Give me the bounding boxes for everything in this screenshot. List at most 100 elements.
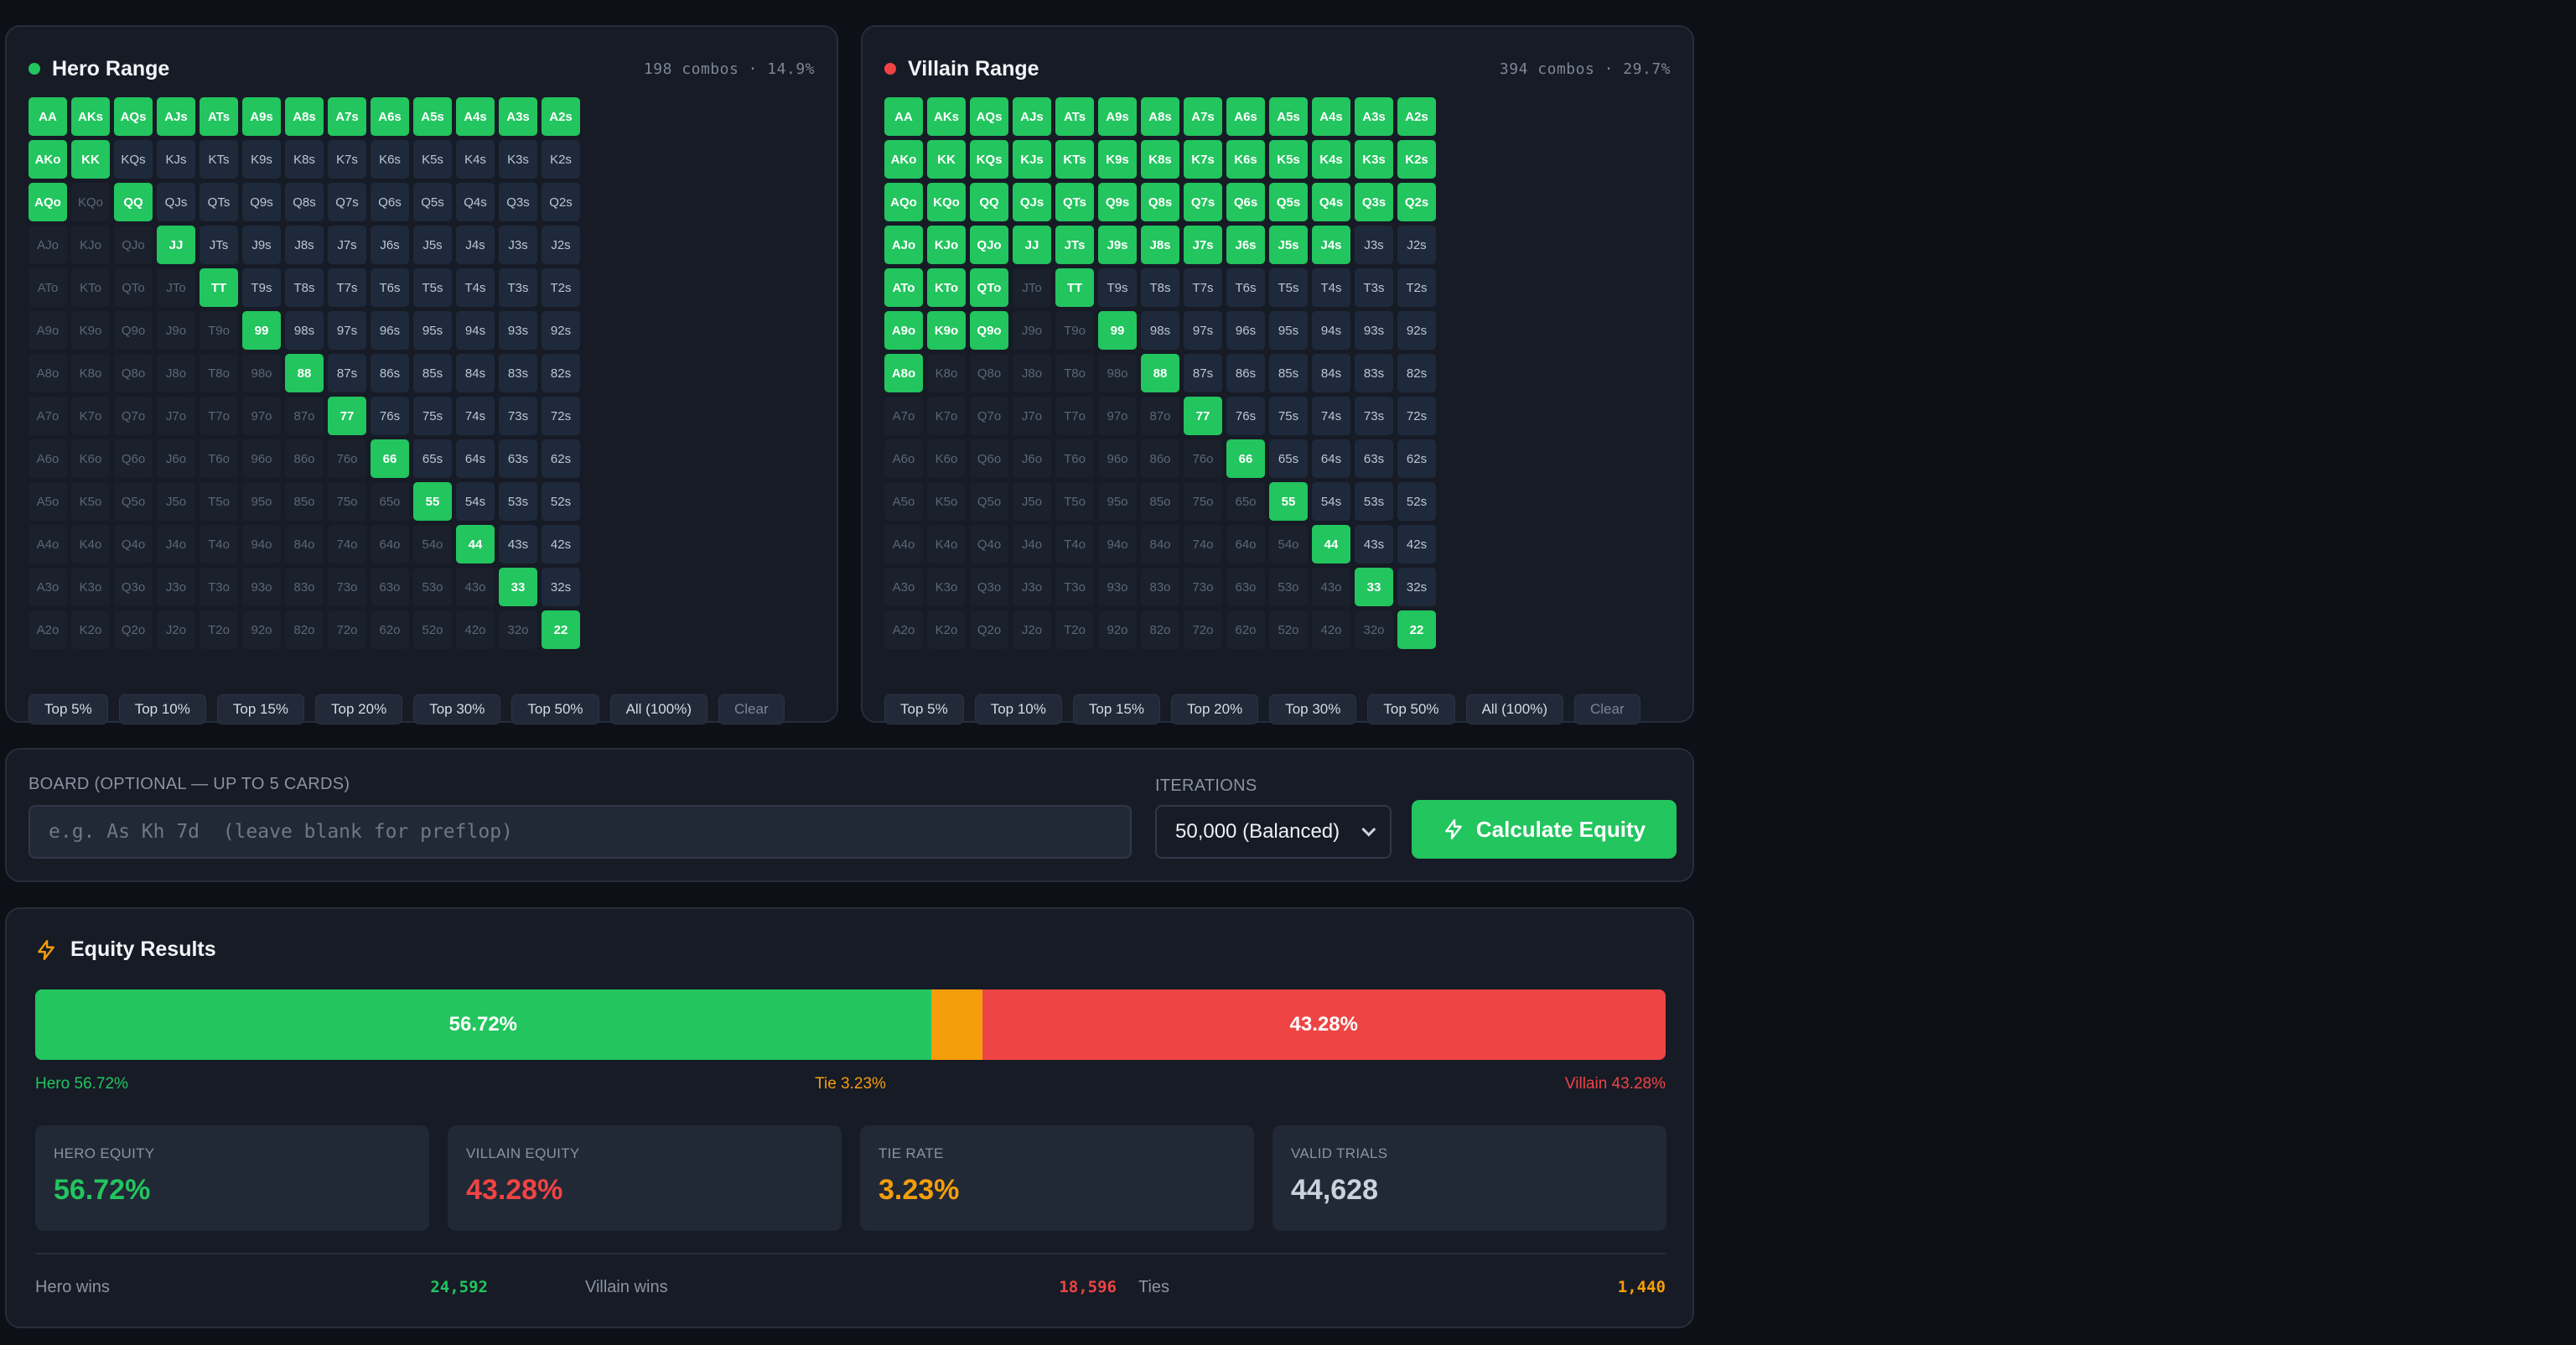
villain-preset-clear[interactable]: Clear [1573,694,1640,724]
hand-cell-94o[interactable]: 94o [1098,525,1137,563]
hand-cell-84s[interactable]: 84s [1312,354,1350,392]
hand-cell-T2s[interactable]: T2s [542,268,580,307]
hand-cell-KQo[interactable]: KQo [71,183,110,221]
hand-cell-T6s[interactable]: T6s [1226,268,1265,307]
hand-cell-AKo[interactable]: AKo [29,140,67,179]
hand-cell-A8o[interactable]: A8o [884,354,923,392]
hand-cell-Q8o[interactable]: Q8o [970,354,1008,392]
hand-cell-92o[interactable]: 92o [242,610,281,649]
hand-cell-43s[interactable]: 43s [1355,525,1393,563]
hand-cell-JTo[interactable]: JTo [1013,268,1051,307]
hand-cell-KTs[interactable]: KTs [1055,140,1094,179]
hand-cell-43o[interactable]: 43o [456,568,495,606]
hand-cell-T9o[interactable]: T9o [1055,311,1094,350]
hand-cell-62s[interactable]: 62s [1397,439,1436,478]
hand-cell-33[interactable]: 33 [1355,568,1393,606]
hand-cell-K4o[interactable]: K4o [71,525,110,563]
hand-cell-T2o[interactable]: T2o [200,610,238,649]
hand-cell-K5o[interactable]: K5o [71,482,110,521]
hand-cell-A7o[interactable]: A7o [884,397,923,435]
hand-cell-KQs[interactable]: KQs [970,140,1008,179]
hand-cell-72o[interactable]: 72o [1184,610,1222,649]
hand-cell-J4o[interactable]: J4o [157,525,195,563]
hand-cell-J2s[interactable]: J2s [1397,226,1436,264]
hand-cell-97o[interactable]: 97o [242,397,281,435]
hand-cell-J7o[interactable]: J7o [1013,397,1051,435]
hand-cell-KQs[interactable]: KQs [114,140,153,179]
hand-cell-97s[interactable]: 97s [1184,311,1222,350]
hand-cell-95s[interactable]: 95s [1269,311,1308,350]
hand-cell-Q8s[interactable]: Q8s [285,183,324,221]
hand-cell-J6o[interactable]: J6o [157,439,195,478]
hand-cell-J7o[interactable]: J7o [157,397,195,435]
hand-cell-92s[interactable]: 92s [542,311,580,350]
hand-cell-QTs[interactable]: QTs [1055,183,1094,221]
hand-cell-22[interactable]: 22 [542,610,580,649]
hand-cell-A3s[interactable]: A3s [1355,97,1393,136]
hand-cell-98s[interactable]: 98s [285,311,324,350]
hand-cell-T4s[interactable]: T4s [456,268,495,307]
hand-cell-T2o[interactable]: T2o [1055,610,1094,649]
hand-cell-QJs[interactable]: QJs [1013,183,1051,221]
hand-cell-J9o[interactable]: J9o [157,311,195,350]
hand-cell-83s[interactable]: 83s [499,354,537,392]
hand-cell-42o[interactable]: 42o [456,610,495,649]
hand-cell-86s[interactable]: 86s [1226,354,1265,392]
hand-cell-Q5o[interactable]: Q5o [970,482,1008,521]
hand-cell-J4o[interactable]: J4o [1013,525,1051,563]
hand-cell-K5s[interactable]: K5s [413,140,452,179]
villain-preset-top-10[interactable]: Top 10% [974,694,1062,724]
hand-cell-AJs[interactable]: AJs [1013,97,1051,136]
hand-cell-K3o[interactable]: K3o [927,568,966,606]
hand-cell-Q2o[interactable]: Q2o [114,610,153,649]
hand-cell-A6s[interactable]: A6s [1226,97,1265,136]
hand-cell-93s[interactable]: 93s [499,311,537,350]
hand-cell-86o[interactable]: 86o [285,439,324,478]
hand-cell-A3s[interactable]: A3s [499,97,537,136]
hand-cell-73s[interactable]: 73s [1355,397,1393,435]
hand-cell-53s[interactable]: 53s [1355,482,1393,521]
hand-cell-K2s[interactable]: K2s [542,140,580,179]
hand-cell-62s[interactable]: 62s [542,439,580,478]
hand-cell-Q4s[interactable]: Q4s [456,183,495,221]
hand-cell-32s[interactable]: 32s [1397,568,1436,606]
hero-preset-top-10[interactable]: Top 10% [118,694,206,724]
hand-cell-J9o[interactable]: J9o [1013,311,1051,350]
hand-cell-Q6o[interactable]: Q6o [970,439,1008,478]
hand-cell-Q7o[interactable]: Q7o [970,397,1008,435]
hand-cell-Q3o[interactable]: Q3o [970,568,1008,606]
hand-cell-A6o[interactable]: A6o [884,439,923,478]
hand-cell-J2s[interactable]: J2s [542,226,580,264]
hand-cell-87o[interactable]: 87o [285,397,324,435]
hand-cell-94o[interactable]: 94o [242,525,281,563]
hand-cell-K6o[interactable]: K6o [71,439,110,478]
hand-cell-K6s[interactable]: K6s [371,140,409,179]
hand-cell-KK[interactable]: KK [927,140,966,179]
hand-cell-32o[interactable]: 32o [499,610,537,649]
hand-cell-ATo[interactable]: ATo [884,268,923,307]
villain-preset-top-5[interactable]: Top 5% [884,694,964,724]
hand-cell-T2s[interactable]: T2s [1397,268,1436,307]
hand-cell-76o[interactable]: 76o [328,439,366,478]
hand-cell-82s[interactable]: 82s [1397,354,1436,392]
hand-cell-K9o[interactable]: K9o [71,311,110,350]
hand-cell-T3s[interactable]: T3s [1355,268,1393,307]
iterations-select[interactable]: 50,000 (Balanced) [1155,805,1392,859]
hand-cell-T9o[interactable]: T9o [200,311,238,350]
hand-cell-43s[interactable]: 43s [499,525,537,563]
hand-cell-42s[interactable]: 42s [1397,525,1436,563]
hand-cell-Q5s[interactable]: Q5s [1269,183,1308,221]
villain-preset-top-50[interactable]: Top 50% [1367,694,1455,724]
hand-cell-T8o[interactable]: T8o [200,354,238,392]
hero-preset-top-5[interactable]: Top 5% [29,694,108,724]
hand-cell-Q2s[interactable]: Q2s [542,183,580,221]
hand-cell-K6o[interactable]: K6o [927,439,966,478]
hand-cell-J6s[interactable]: J6s [1226,226,1265,264]
hand-cell-Q6s[interactable]: Q6s [371,183,409,221]
hand-cell-KK[interactable]: KK [71,140,110,179]
hand-cell-AJo[interactable]: AJo [884,226,923,264]
hand-cell-T3o[interactable]: T3o [200,568,238,606]
hand-cell-87s[interactable]: 87s [1184,354,1222,392]
hand-cell-T6o[interactable]: T6o [200,439,238,478]
hand-cell-T3o[interactable]: T3o [1055,568,1094,606]
